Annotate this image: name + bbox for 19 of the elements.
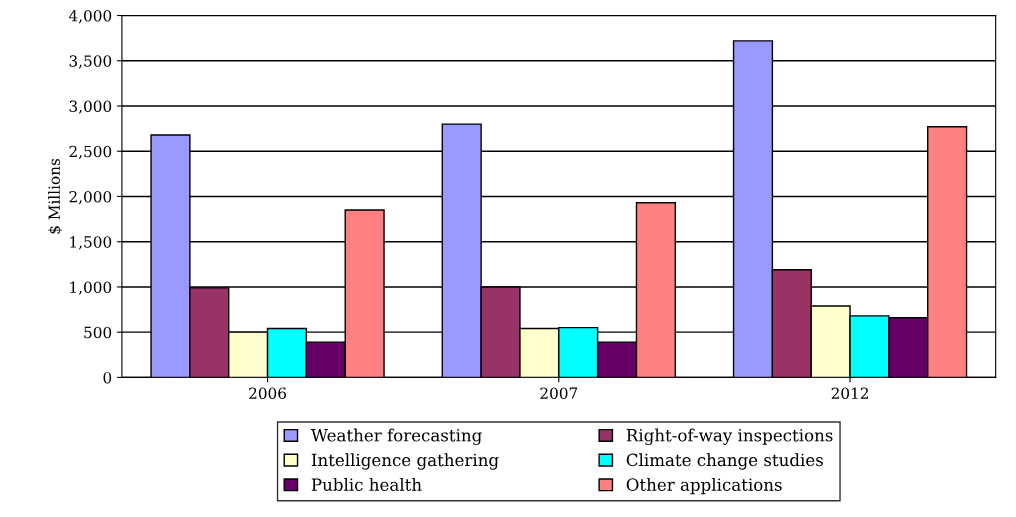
y-tick-label: 2,000 [69, 190, 112, 205]
y-tick-label: 1,500 [70, 236, 112, 250]
y-tick-label: 1,000 [70, 281, 112, 295]
legend-label: Weather forecasting [310, 428, 482, 445]
y-tick-label: 2,500 [69, 145, 112, 160]
y-tick-label: 3,500 [69, 55, 112, 69]
x-tick-label: 2012 [831, 387, 868, 399]
legend-label: Right-of-way inspections [626, 428, 833, 445]
x-tick-label: 2007 [540, 387, 578, 399]
y-tick-label: 500 [84, 326, 112, 339]
legend-label: Public health [311, 478, 422, 491]
legend-label: Other applications [626, 478, 782, 495]
y-tick-label: 3,000 [69, 100, 112, 114]
y-axis-title: $ Millions [48, 158, 62, 234]
x-tick-label: 2006 [249, 387, 287, 399]
legend-label: Climate change studies [626, 453, 823, 470]
y-tick-label: 4,000 [68, 9, 112, 24]
legend-label: Intelligence gathering [311, 453, 499, 470]
y-tick-label: 0 [103, 371, 112, 384]
